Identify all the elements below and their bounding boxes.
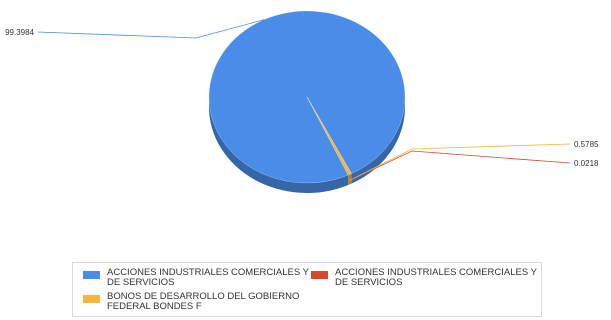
legend-item-bonos: BONOS DE DESARROLLO DEL GOBIERNO FEDERAL… — [83, 292, 311, 312]
data-labels: 99.3984 0.0218 0.5785 — [5, 28, 599, 168]
legend-label-bonos: BONOS DE DESARROLLO DEL GOBIERNO FEDERAL… — [107, 291, 300, 312]
leader-line-0 — [37, 19, 265, 39]
leader-line-1 — [351, 150, 571, 181]
pie-3d-tops — [208, 10, 406, 184]
legend-item-acciones-1: ACCIONES INDUSTRIALES COMERCIALES Y DE S… — [83, 268, 311, 288]
data-label-0: 99.3984 — [5, 28, 34, 37]
pie-side-2-0 — [348, 173, 352, 186]
pie-3d-sides — [209, 97, 405, 193]
leader-line-2 — [349, 143, 571, 181]
pie-side-0-1 — [351, 97, 405, 184]
legend-label-acciones-1: ACCIONES INDUSTRIALES COMERCIALES Y DE S… — [107, 267, 309, 288]
pie-side-0-0 — [209, 97, 349, 193]
legend: ACCIONES INDUSTRIALES COMERCIALES Y DE S… — [72, 262, 542, 317]
data-label-1: 0.0218 — [574, 159, 599, 168]
legend-swatch-acciones-2 — [311, 271, 328, 279]
leader-lines — [37, 19, 571, 181]
legend-swatch-acciones-1 — [83, 271, 100, 279]
legend-item-acciones-2: ACCIONES INDUSTRIALES COMERCIALES Y DE S… — [311, 268, 539, 288]
data-label-2: 0.5785 — [574, 140, 599, 149]
legend-label-acciones-2: ACCIONES INDUSTRIALES COMERCIALES Y DE S… — [335, 267, 537, 288]
pie-slice-2 — [306, 96, 352, 176]
pie-slice-0 — [208, 10, 406, 184]
legend-swatch-bonos — [83, 295, 100, 303]
